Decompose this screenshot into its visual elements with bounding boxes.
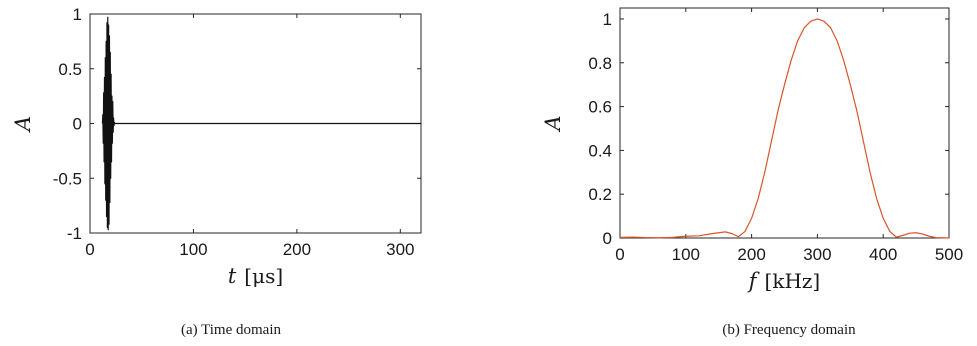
y-tick-label: 0.4 [588,141,612,160]
x-tick-label: 100 [179,240,207,259]
y-tick-label: 0 [603,229,612,248]
x-tick-label: 400 [869,245,897,264]
frequency-domain-panel: 0 100 200 300 400 500 1 0.8 0.6 0.4 0.2 0 f [kHz] A (b)… [541,7,963,338]
x-axis-label: f [kHz] [747,269,820,293]
x-axis-variable: f [747,269,760,293]
x-tick-label: 300 [803,245,831,264]
x-tick-label: 0 [85,240,94,259]
series-line [101,16,421,231]
y-tick-label: -0.5 [53,169,82,188]
y-tick-label: 1 [603,10,612,29]
y-tick-label: 0 [73,115,82,134]
y-tick-label: 1 [73,5,82,24]
x-tick-label: 500 [935,245,963,264]
series-line [619,18,950,239]
y-tick-label: -1 [67,224,82,243]
y-axis-label: A [541,115,565,132]
y-tick-label: 0.5 [58,60,82,79]
plot-frame [619,7,950,239]
x-axis-variable: t [228,264,237,288]
y-tick-label: 0.8 [588,54,612,73]
x-tick-label: 100 [672,245,700,264]
y-tick-label: 0.6 [588,98,612,117]
panel-caption: (b) Frequency domain [722,322,856,338]
panel-caption: (a) Time domain [181,322,281,338]
x-axis-label: t [μs] [228,264,283,288]
y-tick-label: 0.2 [588,185,612,204]
time-domain-panel: 0 100 200 300 1 0.5 0 -0.5 -1 t [μs] A (a) Time doma… [11,5,422,338]
x-axis-unit: [μs] [244,264,283,288]
x-tick-label: 300 [386,240,414,259]
x-tick-label: 200 [283,240,311,259]
x-tick-label: 0 [615,245,624,264]
x-axis-unit: [kHz] [765,269,821,293]
y-axis-label: A [11,116,35,133]
x-tick-label: 200 [737,245,765,264]
